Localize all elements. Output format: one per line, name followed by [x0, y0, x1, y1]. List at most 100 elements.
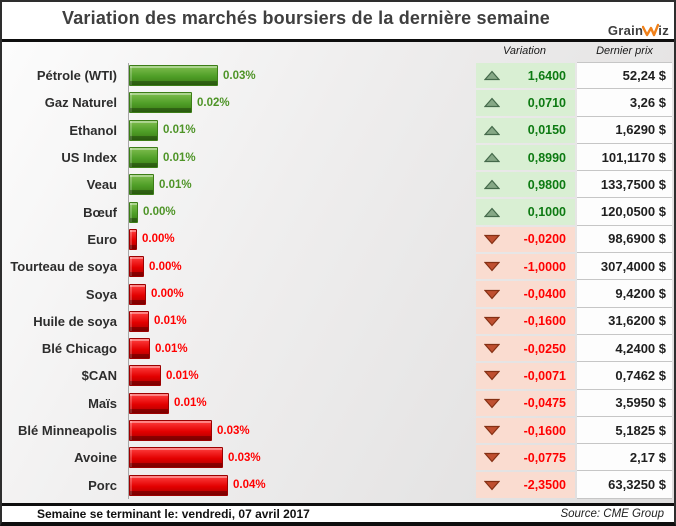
row-label: Ethanol: [69, 122, 117, 138]
bar-cell: 0.03%: [124, 444, 476, 471]
table-row: Tourteau de soya 0.00% -1,0000 307,4000 …: [2, 253, 674, 281]
variation-bar: [129, 256, 144, 278]
divider-line-top: [2, 39, 674, 42]
grainwiz-logo: Grain iz: [608, 23, 669, 38]
price-cell: 5,1825 $: [577, 416, 672, 445]
variation-column-header: Variation: [502, 45, 546, 57]
bar-value-label: 0.03%: [223, 69, 256, 82]
variation-bar: [129, 447, 223, 469]
source-label: Source: CME Group: [560, 508, 664, 520]
divider-line-bottom: [2, 503, 674, 506]
table-row: Pétrole (WTI) 0.03% 1,6400 52,24 $: [2, 62, 674, 90]
last-price-value: 101,1170 $: [601, 149, 666, 165]
bar-value-label: 0.01%: [155, 342, 188, 355]
triangle-down-icon: [484, 234, 500, 245]
bar-cell: 0.01%: [124, 362, 476, 389]
variation-value: -0,0200: [523, 232, 566, 247]
row-label: Huile de soya: [33, 313, 117, 329]
logo-text-left: Grain: [607, 23, 644, 38]
variation-bar: [129, 365, 161, 387]
price-cell: 133,7500 $: [577, 171, 672, 199]
variation-value: -0,0475: [523, 396, 566, 411]
variation-cell: 0,8990: [476, 144, 575, 171]
bar-value-label: 0.03%: [217, 424, 250, 437]
row-label: Tourteau de soya: [10, 259, 117, 275]
variation-cell: -0,1600: [476, 308, 575, 334]
variation-cell: -0,0250: [476, 335, 575, 362]
table-row: Euro 0.00% -0,0200 98,6900 $: [2, 225, 674, 254]
table-row: Huile de soya 0.01% -0,1600 31,6200 $: [2, 307, 674, 335]
variation-value: -2,3500: [523, 478, 566, 493]
row-label: Euro: [87, 231, 117, 247]
variation-bar: [129, 228, 137, 250]
row-label: $CAN: [81, 368, 117, 384]
variation-cell: 0,0710: [476, 90, 575, 116]
triangle-down-icon: [484, 371, 500, 381]
bar-value-label: 0.01%: [163, 151, 196, 164]
last-price-value: 98,6900 $: [608, 231, 666, 247]
row-label: Porc: [88, 477, 117, 493]
variation-bar: [129, 283, 146, 305]
variation-bar: [129, 147, 158, 169]
price-cell: 4,2400 $: [577, 334, 672, 363]
variation-value: -0,0400: [523, 287, 566, 302]
bar-value-label: 0.01%: [163, 124, 196, 137]
triangle-down-icon: [484, 344, 500, 354]
row-label: Bœuf: [83, 204, 117, 220]
bar-cell: 0.01%: [124, 335, 476, 362]
last-price-value: 0,7462 $: [615, 367, 666, 383]
variation-value: 0,0710: [527, 95, 566, 110]
table-row: Bœuf 0.00% 0,1000 120,0500 $: [2, 198, 674, 226]
variation-cell: 0,1000: [476, 199, 575, 225]
title-bar: Variation des marchés boursiers de la de…: [2, 2, 674, 39]
last-price-value: 2,17 $: [629, 449, 666, 465]
bar-value-label: 0.01%: [154, 315, 187, 328]
variation-cell: -2,3500: [476, 472, 575, 498]
triangle-up-icon: [484, 98, 500, 108]
variation-cell: -0,0200: [476, 226, 575, 253]
price-cell: 3,5950 $: [577, 389, 672, 417]
bar-cell: 0.01%: [124, 390, 476, 417]
variation-bar: [129, 338, 150, 360]
last-price-value: 1,6290 $: [615, 122, 666, 138]
bar-cell: 0.00%: [124, 198, 476, 225]
variation-cell: 0,0150: [476, 117, 575, 143]
price-cell: 3,26 $: [577, 89, 672, 117]
zigzag-chart-icon: [642, 23, 660, 37]
last-price-value: 31,6200 $: [608, 313, 666, 329]
bar-value-label: 0.01%: [174, 397, 207, 410]
table-row: Avoine 0.03% -0,0775 2,17 $: [2, 444, 674, 472]
price-cell: 98,6900 $: [577, 225, 672, 254]
triangle-up-icon: [484, 125, 500, 135]
price-cell: 63,3250 $: [577, 471, 672, 499]
footer-bar: Semaine se terminant le: vendredi, 07 av…: [2, 506, 674, 522]
bar-cell: 0.01%: [124, 171, 476, 198]
last-price-value: 5,1825 $: [615, 422, 666, 438]
last-price-value: 3,26 $: [629, 94, 666, 110]
variation-bar: [129, 65, 218, 87]
bar-cell: 0.01%: [124, 308, 476, 335]
table-row: Blé Chicago 0.01% -0,0250 4,2400 $: [2, 334, 674, 363]
triangle-down-icon: [484, 262, 500, 272]
table-row: US Index 0.01% 0,8990 101,1170 $: [2, 143, 674, 172]
row-label: Maïs: [88, 395, 117, 411]
row-label: Pétrole (WTI): [36, 68, 117, 84]
table-row: Blé Minneapolis 0.03% -0,1600 5,1825 $: [2, 416, 674, 445]
row-label: Blé Minneapolis: [18, 423, 117, 438]
bar-value-label: 0.00%: [143, 206, 176, 219]
bar-value-label: 0.00%: [149, 260, 182, 273]
variation-cell: 1,6400: [476, 63, 575, 89]
page-title: Variation des marchés boursiers de la de…: [61, 8, 551, 28]
row-label: Avoine: [74, 450, 117, 466]
chart-and-table-area: Variation Dernier prix Pétrole (WTI) 0.0…: [2, 42, 674, 503]
variation-bar: [129, 392, 169, 414]
price-cell: 101,1170 $: [577, 143, 672, 172]
variation-value: -0,0250: [523, 341, 566, 356]
variation-cell: -0,0071: [476, 363, 575, 389]
variation-value: -0,0071: [523, 368, 566, 383]
table-row: Soya 0.00% -0,0400 9,4200 $: [2, 280, 674, 308]
price-cell: 9,4200 $: [577, 280, 672, 308]
triangle-up-icon: [484, 70, 500, 81]
price-cell: 307,4000 $: [577, 253, 672, 281]
